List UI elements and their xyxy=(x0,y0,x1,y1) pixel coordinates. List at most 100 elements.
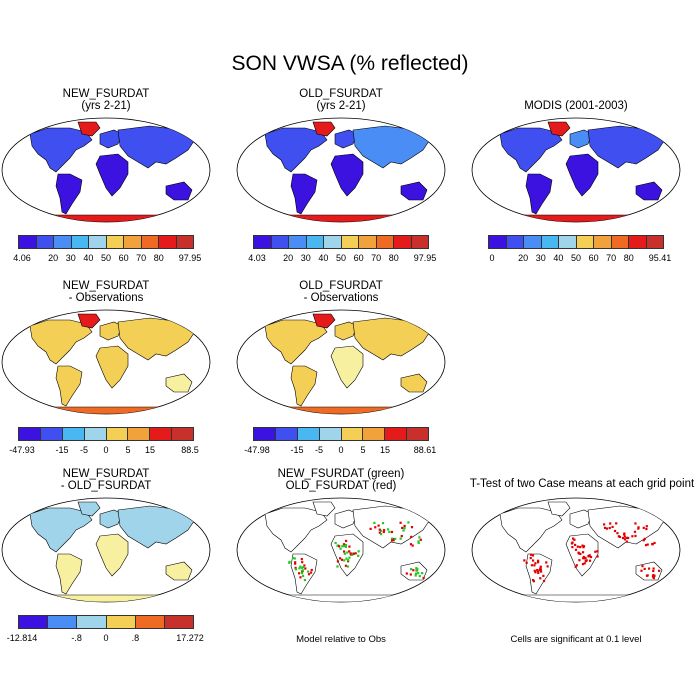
colorbar-tick-label: 95.41 xyxy=(648,253,672,263)
colorbar-segment xyxy=(150,428,173,440)
grid-cell xyxy=(589,555,593,559)
grid-cell xyxy=(539,565,542,568)
colorbar-tick-label: 30 xyxy=(535,253,546,263)
colorbar-tick-label: 4.06 xyxy=(13,253,31,263)
colorbar-tick-label: -5 xyxy=(314,445,324,455)
grid-cell xyxy=(378,531,381,534)
grid-cell xyxy=(534,571,537,574)
continent-greenland xyxy=(312,501,336,517)
grid-cell xyxy=(412,569,415,572)
grid-cell xyxy=(342,544,345,548)
colorbar xyxy=(18,427,194,441)
grid-cell xyxy=(540,570,543,573)
grid-cell xyxy=(382,530,385,534)
grid-cell xyxy=(418,575,421,578)
grid-cell xyxy=(637,526,640,529)
continent-namerica xyxy=(29,319,93,365)
grid-cell xyxy=(533,564,536,567)
grid-cell xyxy=(344,564,348,567)
colorbar-tick-label: 70 xyxy=(136,253,147,263)
colorbar-segment xyxy=(106,236,124,248)
grid-cell xyxy=(577,552,581,555)
colorbar-segment xyxy=(646,236,663,248)
grid-cell xyxy=(348,550,351,553)
colorbar-tick-label: 97.95 xyxy=(413,253,437,263)
continent-namerica xyxy=(264,319,328,365)
continent-africa xyxy=(565,533,599,577)
colorbar-tick-label: 70 xyxy=(371,253,382,263)
continent-samerica xyxy=(55,553,83,595)
grid-cell xyxy=(625,536,629,540)
continent-namerica xyxy=(264,127,328,173)
grid-cell xyxy=(348,556,351,559)
colorbar xyxy=(18,235,194,249)
grid-cell xyxy=(627,536,630,540)
colorbar-segment xyxy=(19,236,37,248)
colorbar-tick-label: -15 xyxy=(55,445,69,455)
panel-old-fsurdat: OLD_FSURDAT (yrs 2-21) 4.03 20 30 40 50 60 70 80… xyxy=(235,88,447,288)
colorbar-segment xyxy=(40,428,63,440)
grid-cell xyxy=(542,579,546,583)
grid-cell xyxy=(336,565,339,568)
world-map xyxy=(236,117,446,223)
grid-cell xyxy=(394,537,397,541)
colorbar-tick-label: 88.61 xyxy=(413,445,437,455)
grid-cell xyxy=(383,529,386,532)
colorbar-ticks: 4.03 20 30 40 50 60 70 80 97.95 xyxy=(235,253,447,265)
colorbar-segment xyxy=(324,236,342,248)
grid-cell xyxy=(348,545,351,548)
continent-greenland xyxy=(77,313,101,329)
grid-cell xyxy=(422,576,425,579)
grid-cell xyxy=(573,538,576,541)
continent-greenland xyxy=(312,313,336,329)
continent-australia xyxy=(165,373,193,393)
grid-cell xyxy=(373,521,376,525)
grid-cell xyxy=(340,558,344,561)
continent-europe xyxy=(569,129,593,149)
colorbar-segment xyxy=(254,236,272,248)
grid-cell xyxy=(631,535,634,538)
grid-cell xyxy=(581,563,585,566)
colorbar-segment xyxy=(524,236,542,248)
colorbar-tick-label: 5 xyxy=(360,445,366,455)
grid-cell xyxy=(298,572,301,575)
grid-cell xyxy=(633,530,637,533)
grid-cell xyxy=(651,543,654,546)
colorbar-segment xyxy=(506,236,524,248)
grid-cell xyxy=(419,538,422,541)
grid-cell xyxy=(529,553,533,556)
continent-greenland xyxy=(312,121,336,137)
grid-cell xyxy=(390,539,394,542)
grid-cell xyxy=(581,544,584,547)
grid-cell xyxy=(531,554,535,557)
colorbar-tick-label: 0 xyxy=(338,445,344,455)
grid-cell xyxy=(623,535,626,538)
grid-cell xyxy=(536,568,539,572)
colorbar-segment xyxy=(71,236,89,248)
grid-cell xyxy=(621,536,625,540)
colorbar-tick-label: .8 xyxy=(131,633,140,643)
continent-australia xyxy=(165,181,193,201)
colorbar-tick-label: 60 xyxy=(353,253,364,263)
grid-cell xyxy=(338,557,342,560)
grid-cell xyxy=(587,555,590,558)
colorbar xyxy=(253,235,429,249)
grid-cell xyxy=(301,561,304,564)
grid-cell xyxy=(584,560,587,563)
grid-cell xyxy=(643,567,646,571)
grid-cell xyxy=(418,536,421,539)
panel-title: OLD_FSURDAT (yrs 2-21) xyxy=(299,88,383,112)
continent-greenland xyxy=(547,501,571,517)
grid-cell xyxy=(536,570,540,573)
colorbar-segment xyxy=(385,428,408,440)
colorbar-tick-label: 30 xyxy=(65,253,76,263)
grid-cell xyxy=(377,524,380,527)
colorbar-tick-label: 15 xyxy=(379,445,391,455)
grid-cell xyxy=(401,526,404,530)
grid-cell xyxy=(310,568,313,572)
grid-cell xyxy=(349,552,352,555)
grid-cell xyxy=(536,559,540,562)
grid-cell xyxy=(344,545,347,549)
colorbar-segment xyxy=(135,616,165,628)
grid-cell xyxy=(299,576,302,579)
